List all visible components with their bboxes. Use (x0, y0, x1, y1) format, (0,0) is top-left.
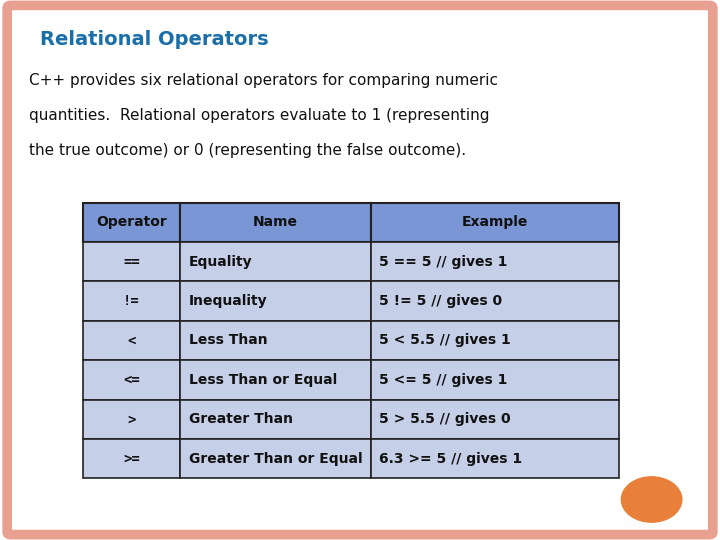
Bar (83, 360, 180, 400)
Bar (180, 242, 371, 281)
Text: <: < (127, 334, 135, 347)
Text: quantities.  Relational operators evaluate to 1 (representing: quantities. Relational operators evaluat… (29, 108, 490, 123)
Bar (371, 202, 619, 242)
Text: Inequality: Inequality (189, 294, 267, 308)
Text: the true outcome) or 0 (representing the false outcome).: the true outcome) or 0 (representing the… (29, 143, 466, 158)
FancyBboxPatch shape (7, 5, 713, 535)
Bar (371, 360, 619, 400)
Bar (83, 439, 180, 478)
Bar (180, 400, 371, 439)
Text: Example: Example (462, 215, 528, 229)
Bar (83, 202, 180, 242)
Text: 6.3 >= 5 // gives 1: 6.3 >= 5 // gives 1 (379, 452, 523, 465)
Text: ==: == (123, 255, 140, 268)
Text: Less Than: Less Than (189, 334, 267, 347)
Text: Greater Than: Greater Than (189, 413, 292, 426)
Text: Less Than or Equal: Less Than or Equal (189, 373, 337, 387)
Text: >: > (127, 413, 135, 426)
Bar (180, 281, 371, 321)
Text: 5 <= 5 // gives 1: 5 <= 5 // gives 1 (379, 373, 508, 387)
Bar (180, 439, 371, 478)
Bar (83, 242, 180, 281)
Bar (180, 321, 371, 360)
Text: Equality: Equality (189, 255, 252, 268)
Circle shape (621, 477, 682, 522)
Bar (180, 360, 371, 400)
Text: 5 < 5.5 // gives 1: 5 < 5.5 // gives 1 (379, 334, 511, 347)
Text: Greater Than or Equal: Greater Than or Equal (189, 452, 362, 465)
Bar (371, 400, 619, 439)
Bar (371, 242, 619, 281)
Text: 5 > 5.5 // gives 0: 5 > 5.5 // gives 0 (379, 413, 511, 426)
Text: <=: <= (123, 373, 140, 387)
Text: C++ provides six relational operators for comparing numeric: C++ provides six relational operators fo… (29, 73, 498, 88)
Bar (371, 439, 619, 478)
Bar (83, 281, 180, 321)
Bar (371, 321, 619, 360)
Text: !=: != (123, 294, 140, 308)
Bar (83, 400, 180, 439)
Text: >=: >= (123, 452, 140, 465)
Text: 5 != 5 // gives 0: 5 != 5 // gives 0 (379, 294, 503, 308)
Text: Name: Name (253, 215, 298, 229)
Bar (180, 202, 371, 242)
Bar (371, 281, 619, 321)
Text: Relational Operators: Relational Operators (40, 30, 269, 49)
Text: 5 == 5 // gives 1: 5 == 5 // gives 1 (379, 255, 508, 268)
Bar (83, 321, 180, 360)
Text: Operator: Operator (96, 215, 167, 229)
